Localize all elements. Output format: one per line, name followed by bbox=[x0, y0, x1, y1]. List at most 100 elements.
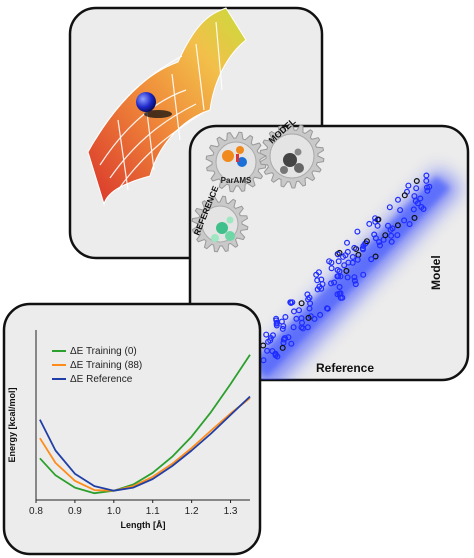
scatter-point bbox=[354, 256, 361, 263]
scatter-point bbox=[326, 258, 333, 265]
scatter-point bbox=[413, 185, 420, 192]
scatter-point bbox=[394, 232, 401, 239]
scatter-point bbox=[349, 254, 356, 261]
legend-entry-0: ΔE Training (0) bbox=[70, 346, 137, 357]
scatter-point bbox=[331, 279, 338, 286]
scatter-point bbox=[363, 238, 370, 245]
x-axis-label: Length [Å] bbox=[121, 520, 166, 530]
scatter-point bbox=[279, 325, 286, 332]
scatter-point bbox=[316, 283, 323, 290]
scatter-point bbox=[336, 290, 343, 297]
y-axis-label: Energy [kcal/mol] bbox=[7, 387, 17, 462]
scatter-point bbox=[342, 252, 349, 259]
scatter-point bbox=[281, 335, 288, 342]
scatter-point bbox=[413, 178, 420, 185]
scatter-points bbox=[260, 172, 433, 364]
scatter-point bbox=[406, 221, 413, 228]
scatter-point bbox=[411, 214, 418, 221]
scatter-point bbox=[317, 311, 324, 318]
scatter-point bbox=[388, 232, 395, 239]
scatter-point bbox=[298, 300, 305, 307]
scatter-point bbox=[372, 253, 379, 260]
scatter-point bbox=[339, 294, 346, 301]
scatter-point bbox=[287, 299, 294, 306]
scatter-point bbox=[306, 305, 313, 312]
scatter-point bbox=[351, 277, 358, 284]
scatter-point bbox=[328, 280, 335, 287]
scatter-point bbox=[368, 256, 375, 263]
x-tick-label: 0.9 bbox=[68, 506, 82, 517]
x-tick-label: 1.1 bbox=[146, 506, 160, 517]
scatter-point bbox=[304, 324, 311, 331]
scatter-point bbox=[412, 198, 419, 205]
scatter-point bbox=[360, 271, 367, 278]
scatter-point bbox=[305, 314, 312, 321]
scatter-point bbox=[280, 323, 287, 330]
scatter-point bbox=[371, 231, 378, 238]
scatter-xlabel: Reference bbox=[316, 361, 374, 375]
x-tick-label: 1.0 bbox=[107, 506, 121, 517]
scatter-point bbox=[352, 281, 359, 288]
scatter-point bbox=[376, 239, 383, 246]
scatter-point bbox=[285, 334, 292, 341]
scatter-point bbox=[288, 340, 295, 347]
reference-molecule-icon bbox=[211, 216, 235, 242]
scatter-panel: Reference Model bbox=[188, 124, 470, 382]
scatter-point bbox=[351, 274, 358, 281]
scatter-ylabel: Model bbox=[429, 255, 443, 290]
scatter-point bbox=[401, 217, 408, 224]
scatter-point bbox=[360, 246, 367, 253]
scatter-point bbox=[424, 184, 431, 191]
scatter-point bbox=[386, 204, 393, 211]
scatter-point bbox=[418, 204, 425, 211]
scatter-point bbox=[279, 344, 286, 351]
scatter-point bbox=[343, 267, 350, 274]
scatter-point bbox=[315, 269, 322, 276]
scatter-point bbox=[387, 226, 394, 233]
scatter-point bbox=[265, 338, 272, 345]
scatter-point bbox=[334, 251, 341, 258]
scatter-point bbox=[282, 314, 289, 321]
params-gear-label: ParAMS bbox=[221, 176, 252, 185]
scatter-point bbox=[328, 265, 335, 272]
scatter-point bbox=[263, 331, 270, 338]
scatter-point bbox=[336, 284, 343, 291]
scatter-point bbox=[349, 259, 356, 266]
scatter-point bbox=[274, 319, 281, 326]
scatter-point bbox=[385, 222, 392, 229]
scatter-point bbox=[375, 216, 382, 223]
scatter-point bbox=[397, 207, 404, 214]
scatter-point bbox=[394, 222, 401, 229]
scatter-point bbox=[324, 305, 331, 312]
legend-entry-2: ΔE Reference bbox=[70, 374, 133, 385]
minimum-ball bbox=[136, 92, 156, 112]
scatter-point bbox=[395, 196, 402, 203]
energy-chart-panel: 0.8 0.9 1.0 1.1 1.2 1.3 Length [Å] Energy [kcal… bbox=[2, 302, 262, 556]
energy-chart: 0.8 0.9 1.0 1.1 1.2 1.3 Length [Å] Energy [kcal… bbox=[7, 330, 251, 530]
scatter-point bbox=[351, 244, 358, 251]
scatter-point bbox=[410, 206, 417, 213]
scatter-point bbox=[334, 273, 341, 280]
series-line-1 bbox=[39, 397, 251, 492]
scatter-point bbox=[344, 274, 351, 281]
scatter-point bbox=[298, 315, 305, 322]
series-line-0 bbox=[39, 354, 251, 495]
x-tick-label: 0.8 bbox=[29, 506, 43, 517]
series-line-2 bbox=[39, 395, 251, 492]
scatter-point bbox=[267, 335, 274, 342]
scatter-point bbox=[269, 348, 276, 355]
scatter-point bbox=[423, 177, 430, 184]
scatter-point bbox=[388, 238, 395, 245]
scatter-point bbox=[291, 308, 298, 315]
model-molecule-icon bbox=[280, 148, 304, 174]
scatter-point bbox=[311, 315, 318, 322]
scatter-point bbox=[424, 187, 431, 194]
energy-surface bbox=[87, 7, 247, 206]
scatter-point bbox=[377, 242, 384, 249]
scatter-point bbox=[337, 273, 344, 280]
scatter-point bbox=[405, 182, 412, 189]
scatter-point bbox=[417, 195, 424, 202]
params-logo-icon bbox=[222, 146, 247, 167]
scatter-point bbox=[423, 172, 430, 179]
